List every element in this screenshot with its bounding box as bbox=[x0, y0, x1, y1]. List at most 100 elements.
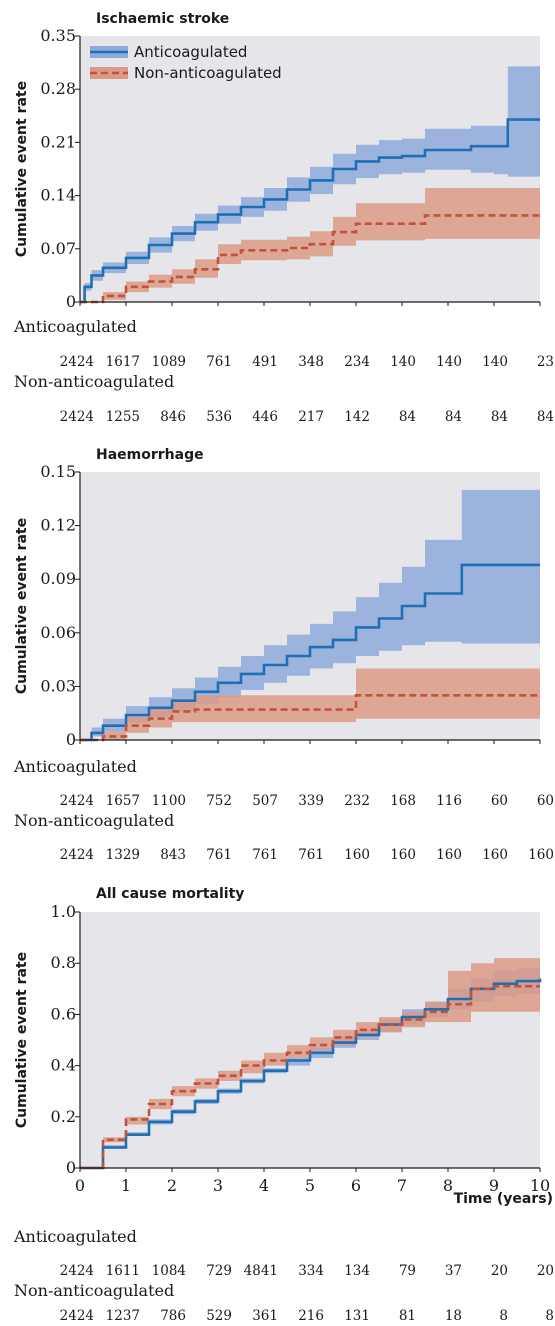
at-risk-value: 8 bbox=[545, 1308, 554, 1324]
x-tick-label: 3 bbox=[213, 1176, 223, 1195]
at-risk-value: 536 bbox=[206, 409, 232, 425]
y-tick-label: 0.8 bbox=[51, 953, 76, 972]
at-risk-value: 2424 bbox=[60, 847, 94, 863]
x-axis-label: Time (years) bbox=[454, 1191, 553, 1207]
at-risk-value: 84 bbox=[491, 409, 508, 425]
series-line-anticoagulated bbox=[80, 563, 540, 742]
y-tick-label: 0 bbox=[66, 1158, 76, 1177]
at-risk-value: 23 bbox=[537, 354, 554, 370]
y-tick-label: 0.6 bbox=[51, 1004, 76, 1023]
x-tick-label: 5 bbox=[305, 1176, 315, 1195]
at-risk-value: 752 bbox=[206, 793, 232, 809]
at-risk-value: 2424 bbox=[60, 1263, 94, 1279]
at-risk-value: 446 bbox=[252, 409, 278, 425]
at-risk-value: 348 bbox=[298, 354, 324, 370]
at-risk-value: 140 bbox=[390, 354, 416, 370]
at-risk-heading-non-anticoagulated: Non-anticoagulated bbox=[14, 1281, 174, 1300]
at-risk-value: 79 bbox=[399, 1263, 416, 1279]
y-tick-label: 0.35 bbox=[40, 26, 76, 45]
at-risk-value: 134 bbox=[344, 1263, 370, 1279]
panel-3: 0 0.2 0.4 0.6 0.8 1.0 0 1 2 3 4 5 6 7 8 9 10 All cause mo… bbox=[13, 886, 554, 1324]
at-risk-value: 761 bbox=[252, 847, 278, 863]
y-tick-label: 0.09 bbox=[40, 569, 76, 588]
legend-label: Anticoagulated bbox=[134, 43, 247, 61]
y-tick-label: 0.15 bbox=[40, 462, 76, 481]
at-risk-value: 843 bbox=[160, 847, 186, 863]
y-tick-label: 0.12 bbox=[40, 516, 76, 535]
at-risk-value: 116 bbox=[436, 793, 462, 809]
y-axis-label: Cumulative event rate bbox=[14, 81, 30, 257]
at-risk-heading-anticoagulated: Anticoagulated bbox=[13, 1227, 137, 1246]
at-risk-value: 1100 bbox=[152, 793, 186, 809]
at-risk-value: 131 bbox=[344, 1308, 370, 1324]
x-tick-label: 9 bbox=[489, 1176, 499, 1195]
x-tick-label: 4 bbox=[259, 1176, 269, 1195]
at-risk-value: 60 bbox=[491, 793, 508, 809]
at-risk-value: 160 bbox=[390, 847, 416, 863]
at-risk-value: 37 bbox=[445, 1263, 462, 1279]
y-tick-label: 0.03 bbox=[40, 676, 76, 695]
panel-title: All cause mortality bbox=[96, 886, 244, 902]
at-risk-value: 846 bbox=[160, 409, 186, 425]
at-risk-value: 2424 bbox=[60, 1308, 94, 1324]
at-risk-value: 160 bbox=[436, 847, 462, 863]
at-risk-value: 60 bbox=[537, 793, 554, 809]
at-risk-value: 160 bbox=[344, 847, 370, 863]
at-risk-heading-anticoagulated: Anticoagulated bbox=[13, 317, 137, 336]
at-risk-value: 234 bbox=[344, 354, 370, 370]
at-risk-value: 361 bbox=[252, 1308, 278, 1324]
y-tick-label: 0.21 bbox=[40, 132, 76, 151]
ci-band-non-anticoagulated bbox=[80, 668, 540, 740]
y-tick-label: 0.07 bbox=[40, 239, 76, 258]
at-risk-value: 2424 bbox=[60, 354, 94, 370]
at-risk-value: 160 bbox=[482, 847, 508, 863]
y-tick-label: 0.28 bbox=[40, 79, 76, 98]
series-line-anticoagulated bbox=[80, 118, 540, 304]
x-tick-label: 8 bbox=[443, 1176, 453, 1195]
ci-band-anticoagulated bbox=[80, 489, 540, 740]
y-tick-label: 1.0 bbox=[51, 902, 76, 921]
at-risk-value: 1084 bbox=[152, 1263, 186, 1279]
at-risk-value: 20 bbox=[491, 1263, 508, 1279]
legend: Anticoagulated Non-anticoagulated bbox=[90, 43, 282, 82]
x-tick-label: 0 bbox=[75, 1176, 85, 1195]
at-risk-value: 2424 bbox=[60, 793, 94, 809]
at-risk-value: 84 bbox=[399, 409, 416, 425]
x-tick-label: 2 bbox=[167, 1176, 177, 1195]
y-tick-label: 0.4 bbox=[51, 1056, 76, 1075]
legend-label: Non-anticoagulated bbox=[134, 64, 282, 82]
at-risk-value: 2424 bbox=[60, 409, 94, 425]
at-risk-value: 84 bbox=[537, 409, 554, 425]
at-risk-value: 20 bbox=[537, 1263, 554, 1279]
panel-2: 0 0.03 0.06 0.09 0.12 0.15 Haemorrhage Cumulati… bbox=[13, 447, 554, 863]
at-risk-heading-non-anticoagulated: Non-anticoagulated bbox=[14, 372, 174, 391]
at-risk-value: 1329 bbox=[106, 847, 140, 863]
at-risk-value: 1255 bbox=[106, 409, 140, 425]
at-risk-value: 160 bbox=[528, 847, 554, 863]
at-risk-value: 84 bbox=[445, 409, 462, 425]
y-tick-label: 0.06 bbox=[40, 623, 76, 642]
at-risk-value: 339 bbox=[298, 793, 324, 809]
at-risk-value: 1617 bbox=[106, 354, 140, 370]
at-risk-value: 1237 bbox=[106, 1308, 140, 1324]
panel-1: 0 0.07 0.14 0.21 0.28 0.35 Ischaemic stroke Cum… bbox=[13, 11, 554, 425]
at-risk-heading-non-anticoagulated: Non-anticoagulated bbox=[14, 811, 174, 830]
legend-swatch-band bbox=[90, 67, 128, 79]
series-line-non-anticoagulated bbox=[80, 214, 540, 304]
y-axis-label: Cumulative event rate bbox=[14, 952, 30, 1128]
at-risk-value: 529 bbox=[206, 1308, 232, 1324]
at-risk-value: 232 bbox=[344, 793, 370, 809]
at-risk-value: 8 bbox=[499, 1308, 508, 1324]
at-risk-value: 729 bbox=[206, 1263, 232, 1279]
at-risk-value: 140 bbox=[436, 354, 462, 370]
at-risk-value: 491 bbox=[252, 354, 278, 370]
at-risk-value: 786 bbox=[160, 1308, 186, 1324]
at-risk-value: 216 bbox=[298, 1308, 324, 1324]
at-risk-value: 4841 bbox=[244, 1263, 278, 1279]
at-risk-value: 168 bbox=[390, 793, 416, 809]
y-tick-label: 0 bbox=[66, 730, 76, 749]
at-risk-value: 1611 bbox=[106, 1263, 140, 1279]
at-risk-value: 18 bbox=[445, 1308, 462, 1324]
at-risk-value: 142 bbox=[344, 409, 370, 425]
